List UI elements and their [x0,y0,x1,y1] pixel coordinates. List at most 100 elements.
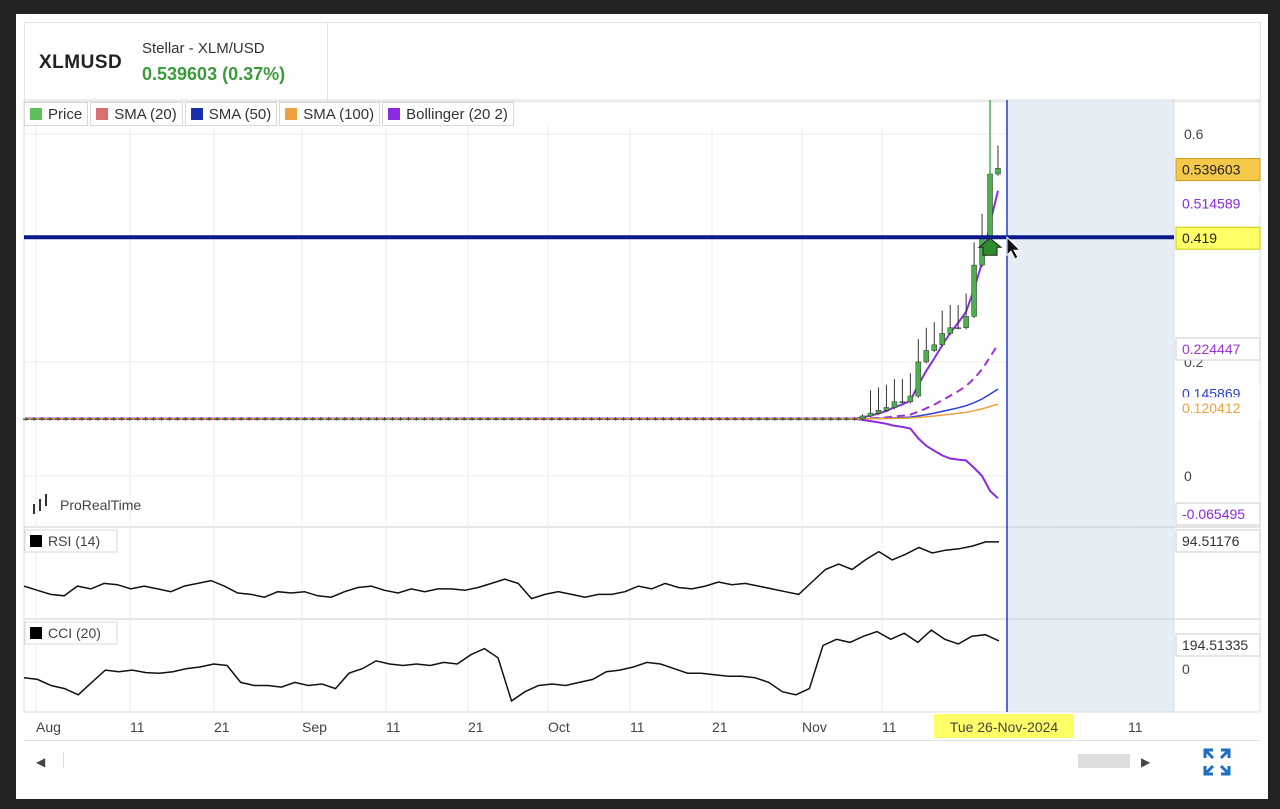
scroll-thumb[interactable] [1078,754,1130,768]
legend-swatch [190,108,203,120]
candle-body [604,418,611,421]
candle-body [118,418,125,421]
cci-label: CCI (20) [48,625,101,641]
candle-body [333,418,340,421]
mouse-cursor-icon [1006,236,1022,260]
x-tick-label: 21 [712,719,728,735]
candle-body [365,418,372,421]
legend-item[interactable]: SMA (20) [90,102,183,126]
candle-body [485,418,491,421]
candle-body [23,418,29,421]
legend-item[interactable]: Price [24,102,89,126]
chart-frame: XLMUSD Stellar - XLM/USD 0.539603 (0.37%… [16,14,1268,799]
candle-body [819,418,826,421]
bollinger-lower-line [26,417,999,500]
scroll-left-arrow-icon[interactable]: ◀ [36,755,46,769]
price-change: 0.539603 (0.37%) [142,64,286,84]
instrument-header: XLMUSD Stellar - XLM/USD 0.539603 (0.37%… [24,22,328,102]
candle-body [708,418,714,421]
candle-body [660,418,667,421]
chart-canvas[interactable]: Aug 11 21 Sep 11 21 Oct 11 21 Nov 11 Tue 26-Nov-202… [16,14,1268,799]
candle-body [668,418,675,421]
price-label: 0.539603 [1182,162,1241,178]
sma100-line [26,403,999,420]
candle-body [349,418,356,421]
rsi-line [23,541,999,600]
legend-swatch [388,108,401,120]
cci-value-label: 194.51335 [1182,637,1248,653]
legend-item[interactable]: SMA (100) [279,102,381,126]
candle-body [588,418,595,421]
candle-body [55,418,61,421]
candle-body [541,418,547,421]
candle-body [262,418,268,421]
legend-item[interactable]: Bollinger (20 2) [382,102,514,126]
level-label: 0.419 [1182,230,1217,246]
y-tick-label: 0.6 [1184,126,1204,142]
bollinger-lower-badge [1175,502,1261,526]
candle-body [843,418,850,421]
candle-body [899,401,906,403]
sma100-label: 0.120412 [1182,400,1241,416]
candle-body [86,418,93,421]
candle-body [71,418,77,421]
candle-body [286,418,292,421]
legend-label: Bollinger (20 2) [406,105,508,123]
candle-body [405,418,412,421]
candle-body [891,401,898,408]
fullscreen-icon[interactable] [1202,747,1232,777]
cursor-date-label: Tue 26-Nov-2024 [950,719,1059,735]
candle-body [716,418,722,421]
sma100-badge [1176,397,1260,420]
candle-body [182,418,189,421]
candle-body [246,418,252,421]
candle-body [318,418,324,421]
future-shade [1007,100,1174,712]
candle-body [612,418,619,421]
scroll-right-arrow-icon[interactable]: ▶ [1141,755,1151,769]
y-tick-label: 0 [1184,468,1192,484]
candle-body [804,418,810,421]
candle-body [788,418,794,421]
candle-body [294,418,300,421]
legend-item[interactable]: SMA (50) [184,102,278,126]
candle-body [214,418,220,421]
sma20-label: 0.224447 [1182,341,1241,357]
candle-body [437,418,444,421]
cci-label-box [24,621,118,645]
rsi-value-badge [1175,529,1261,553]
cci-line [23,629,1000,703]
x-tick-label: Oct [548,719,570,735]
x-tick-label: 21 [214,719,230,735]
x-tick-label: 11 [386,719,401,735]
x-tick-label: Sep [302,719,327,735]
candle-body [740,418,746,421]
indicator-legend: Price SMA (20) SMA (50) SMA (100) Bollinger … [24,102,516,126]
candle-body [572,418,579,421]
price-badge [1175,158,1261,182]
legend-swatch [30,108,42,120]
candle-body [94,418,101,421]
candle-body [517,418,523,421]
candle-body [565,418,571,421]
candle-body [238,418,244,421]
candle-body [756,418,762,421]
candle-body [31,418,37,421]
x-tick-label: 11 [130,719,145,735]
candle-body [549,418,555,421]
candle-body [357,418,364,421]
candle-body [102,418,109,421]
candle-body [445,418,452,421]
bollinger-upper-badge [1176,192,1260,215]
bollinger-upper-label: 0.514589 [1182,195,1241,211]
candle-body [310,418,316,421]
candle-body [596,418,603,421]
x-tick-label: 11 [630,719,645,735]
x-tick-label: 11 [1128,719,1143,735]
candle-body [397,418,404,421]
legend-label: Price [48,105,83,123]
candle-body [684,418,691,421]
candle-body [461,418,467,421]
legend-label: SMA (50) [208,105,272,123]
header-empty-area [326,22,1261,102]
